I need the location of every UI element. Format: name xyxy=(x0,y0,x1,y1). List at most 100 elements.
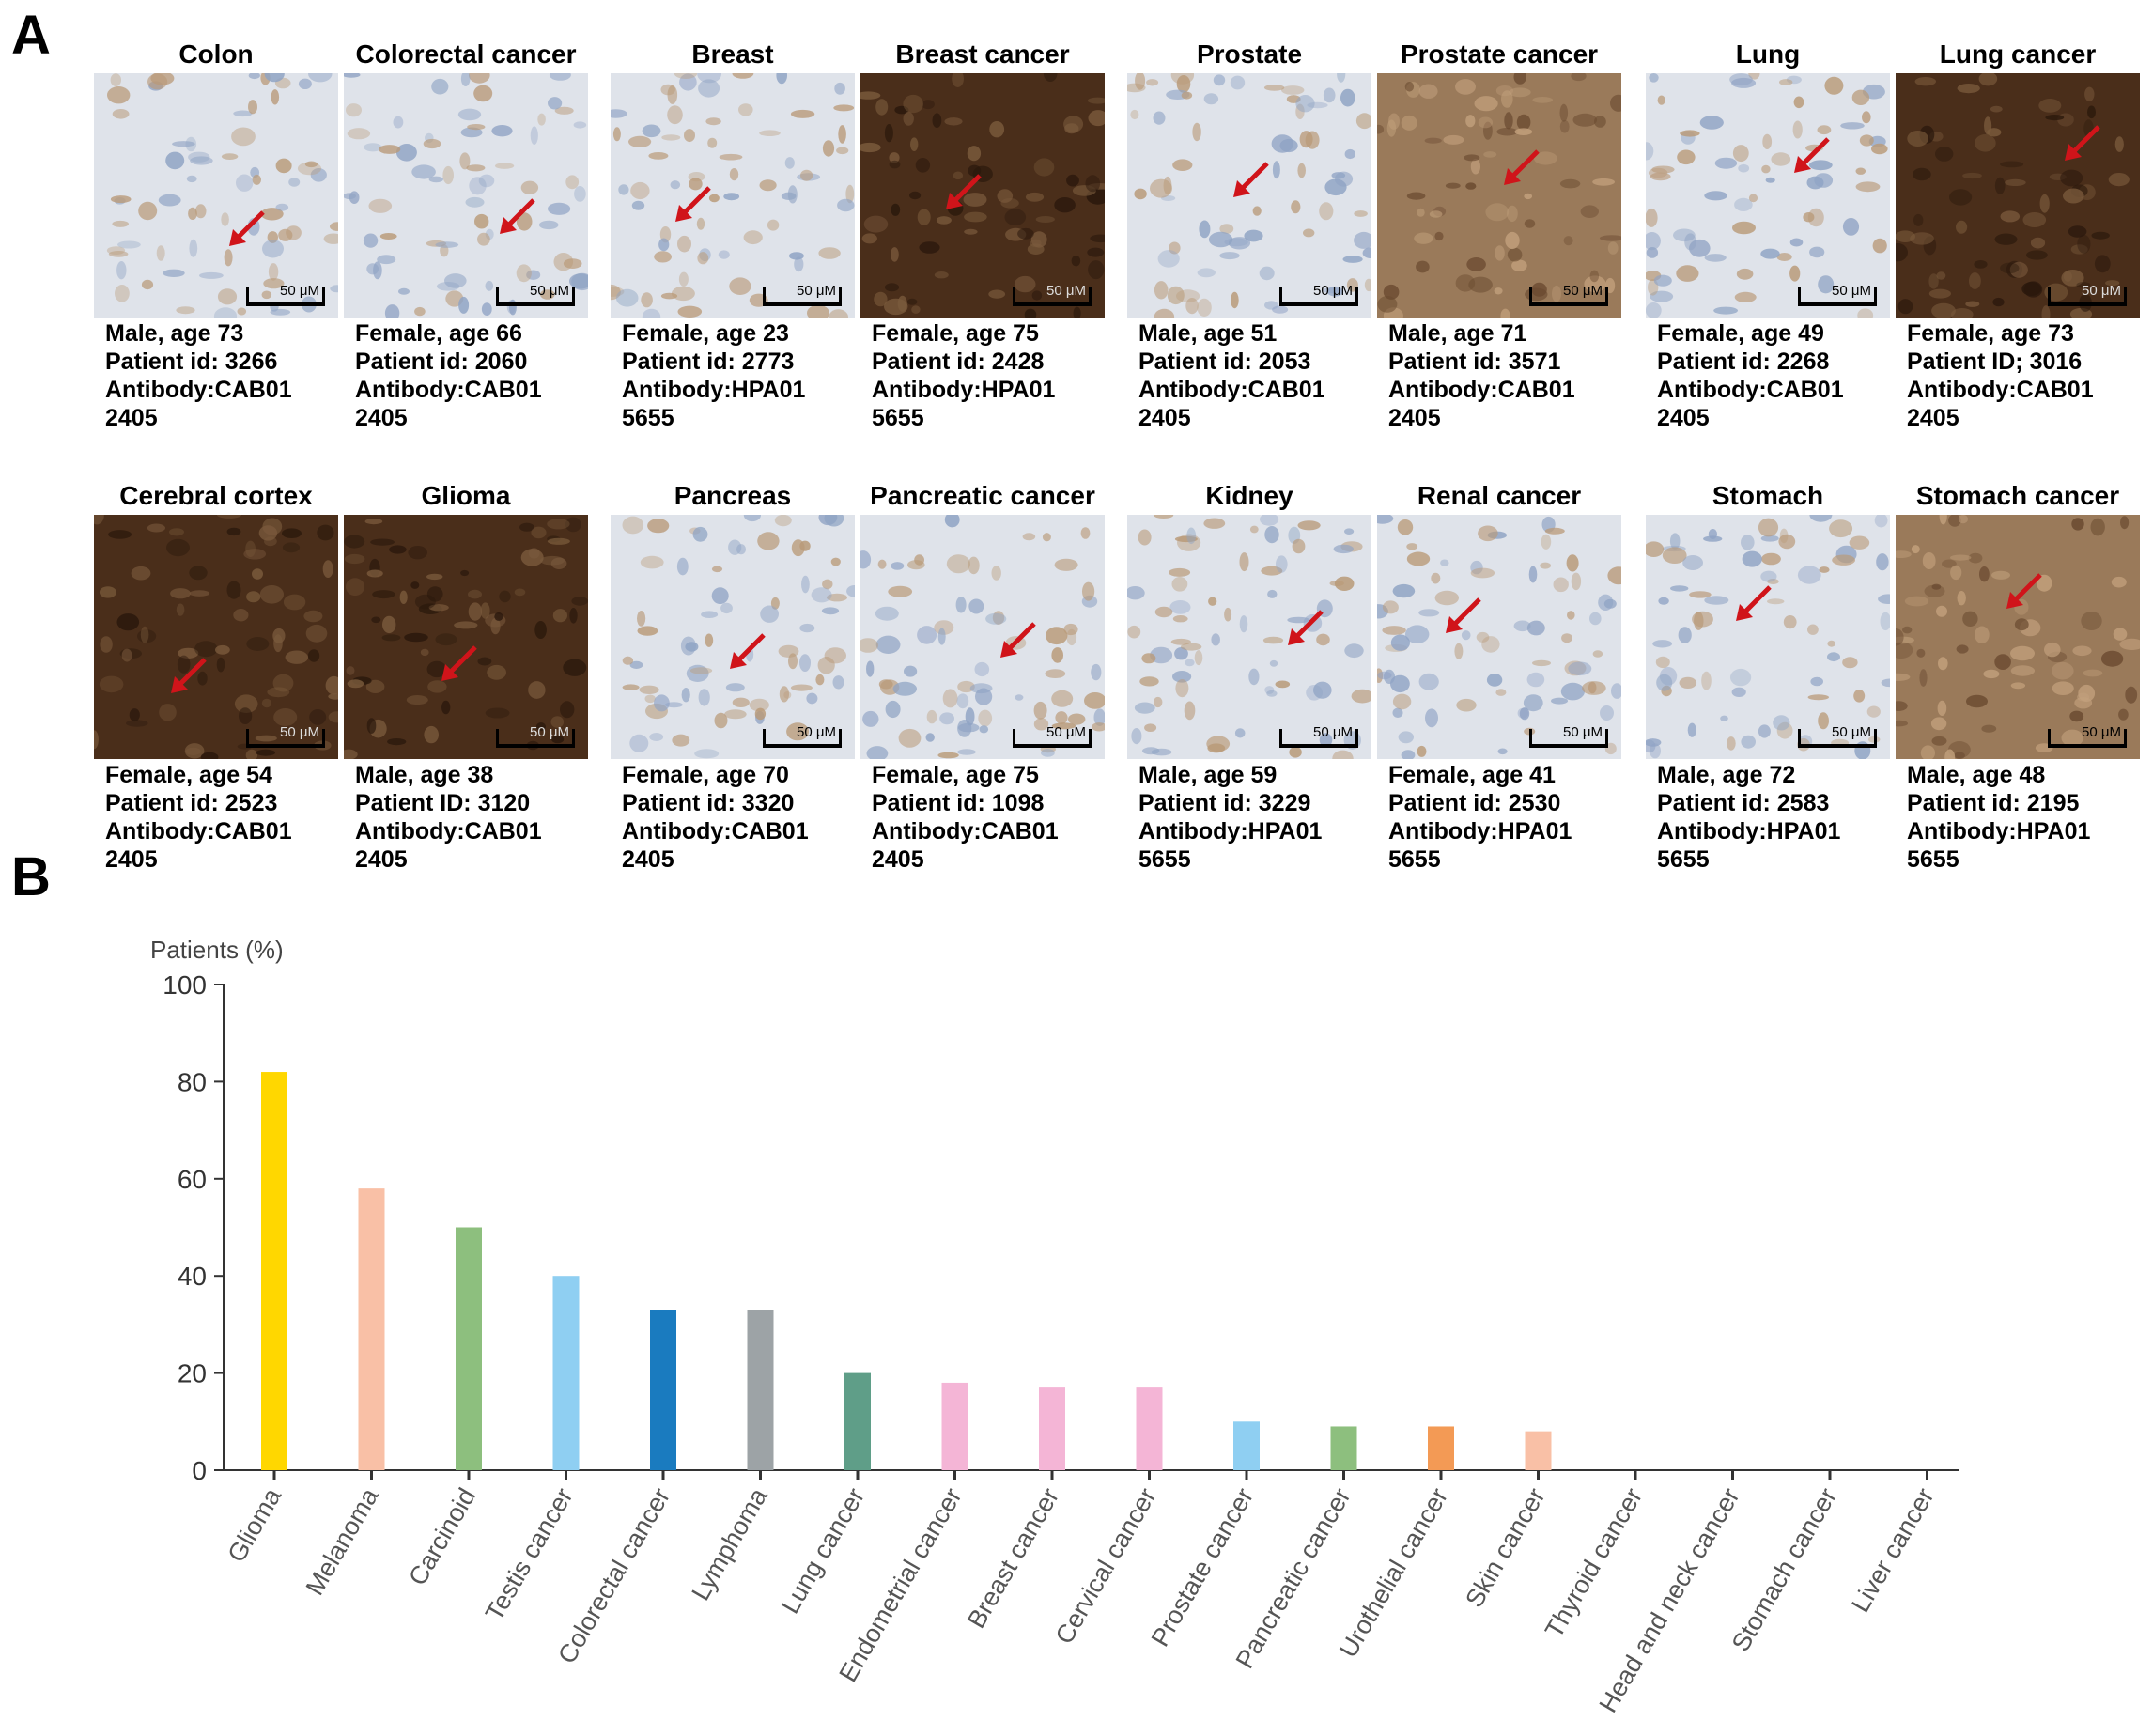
caption-line: Female, age 75 xyxy=(872,320,1039,347)
bar-endometrial-cancer xyxy=(941,1382,968,1470)
panel-label-b: B xyxy=(11,846,51,907)
caption-line: Female, age 75 xyxy=(872,762,1039,788)
patient-caption: Male, age 73 Patient id: 3266 Antibody:CAB… xyxy=(94,319,338,432)
y-tick-label: 40 xyxy=(178,1262,207,1291)
tissue-title: Colorectal cancer xyxy=(355,39,577,69)
tissue-title: Lung xyxy=(1735,39,1801,69)
tissue-micrograph: 50 μM xyxy=(94,73,338,318)
caption-line: Patient id: 3229 xyxy=(1138,790,1311,816)
red-arrow-icon xyxy=(171,658,207,694)
bar-colorectal-cancer xyxy=(650,1310,676,1470)
scale-bar-label: 50 μM xyxy=(280,283,319,299)
caption-line: Antibody:CAB01 xyxy=(1388,377,1575,403)
caption-line: Antibody:HPA01 xyxy=(1657,818,1841,845)
caption-line: Male, age 48 xyxy=(1907,762,2046,788)
y-tick-label: 20 xyxy=(178,1359,207,1388)
caption-line: Male, age 73 xyxy=(105,320,244,347)
tissue-title: Pancreatic cancer xyxy=(870,481,1095,510)
caption-line: Patient id: 2523 xyxy=(105,790,278,816)
tissue-texture xyxy=(1377,73,1621,318)
bar-prostate-cancer xyxy=(1233,1421,1260,1470)
tissue-micrograph: 50 μM xyxy=(611,73,855,318)
scale-bar xyxy=(763,729,842,748)
category-label: Testis cancer xyxy=(480,1483,579,1625)
y-axis-label: Patients (%) xyxy=(150,936,284,964)
red-arrow-icon xyxy=(500,197,536,234)
caption-line: 2405 xyxy=(1657,405,1710,431)
tissue-texture xyxy=(1646,515,1890,759)
caption-line: Patient id: 3320 xyxy=(622,790,795,816)
caption-line: Antibody:CAB01 xyxy=(1907,377,2094,403)
scale-bar xyxy=(1529,287,1608,306)
caption-line: 2405 xyxy=(355,405,408,431)
patient-caption: Female, age 66 Patient id: 2060 Antibody:C… xyxy=(344,319,588,432)
scale-bar-label: 50 μM xyxy=(530,283,569,299)
category-label: Colorectal cancer xyxy=(552,1483,675,1668)
scale-bar-label: 50 μM xyxy=(1046,724,1086,740)
category-label: Cervical cancer xyxy=(1050,1483,1162,1649)
caption-line: 2405 xyxy=(355,846,408,873)
bar-series xyxy=(261,1072,1552,1470)
tissue-micrograph: 50 μM xyxy=(1646,515,1890,759)
bar-pancreatic-cancer xyxy=(1330,1426,1357,1470)
scale-bar-label: 50 μM xyxy=(1563,283,1603,299)
caption-line: Antibody:CAB01 xyxy=(355,818,542,845)
tissue-tile: Pancreas 50 μM Female, age 70 Patient id: 3… xyxy=(611,477,855,874)
scale-bar-label: 50 μM xyxy=(1563,724,1603,740)
tissue-texture xyxy=(1377,515,1621,759)
caption-line: Male, age 72 xyxy=(1657,762,1796,788)
tissue-tile: Stomach cancer 50 μM Male, age 48 Patient i… xyxy=(1896,477,2140,874)
scale-bar-label: 50 μM xyxy=(1832,724,1871,740)
patient-caption: Female, age 54 Patient id: 2523 Antibody:C… xyxy=(94,761,338,874)
tissue-texture xyxy=(860,515,1105,759)
tissue-micrograph: 50 μM xyxy=(1896,515,2140,759)
scale-bar xyxy=(763,287,842,306)
scale-bar xyxy=(1013,729,1092,748)
tissue-tile: Prostate cancer 50 μM Male, age 71 Patient … xyxy=(1377,36,1621,432)
caption-line: 2405 xyxy=(622,846,674,873)
tissue-title: Kidney xyxy=(1205,481,1293,510)
caption-line: Male, age 71 xyxy=(1388,320,1527,347)
tissue-tile: Kidney 50 μM Male, age 59 Patient id: 3229 A… xyxy=(1127,477,1371,874)
caption-line: 2405 xyxy=(105,405,158,431)
tissue-texture xyxy=(1127,73,1371,318)
caption-line: Female, age 23 xyxy=(622,320,789,347)
scale-bar-label: 50 μM xyxy=(1313,724,1353,740)
tissue-title: Breast cancer xyxy=(895,39,1070,69)
caption-line: 2405 xyxy=(1907,405,1959,431)
category-label: Thyroid cancer xyxy=(1540,1483,1648,1643)
red-arrow-icon xyxy=(1446,597,1482,633)
scale-bar xyxy=(246,287,325,306)
red-arrow-icon xyxy=(999,621,1036,658)
scale-bar xyxy=(246,729,325,748)
tissue-tile: Colon 50 μM Male, age 73 Patient id: 3266 An… xyxy=(94,36,338,432)
caption-line: Patient id: 2583 xyxy=(1657,790,1830,816)
caption-line: Female, age 70 xyxy=(622,762,789,788)
caption-line: Antibody:CAB01 xyxy=(872,818,1059,845)
panel-label-a: A xyxy=(11,5,51,66)
red-arrow-icon xyxy=(2064,125,2100,162)
scale-bar xyxy=(1013,287,1092,306)
caption-line: Female, age 49 xyxy=(1657,320,1824,347)
tissue-title: Stomach xyxy=(1712,481,1824,510)
caption-line: Patient id: 1098 xyxy=(872,790,1045,816)
red-arrow-icon xyxy=(674,185,711,222)
tissue-tile: Pancreatic cancer 50 μM Female, age 75 Pati… xyxy=(860,477,1105,874)
tissue-tile: Breast 50 μM Female, age 23 Patient id: 277… xyxy=(611,36,855,432)
tissue-tile: Renal cancer 50 μM Female, age 41 Patient i… xyxy=(1377,477,1621,874)
scale-bar-label: 50 μM xyxy=(1313,283,1353,299)
tissue-title: Glioma xyxy=(421,481,511,510)
patient-caption: Female, age 75 Patient id: 2428 Antibody:H… xyxy=(860,319,1105,432)
tissue-texture xyxy=(1896,515,2140,759)
scale-bar-label: 50 μM xyxy=(530,724,569,740)
caption-line: Female, age 54 xyxy=(105,762,272,788)
caption-line: 2405 xyxy=(872,846,924,873)
tissue-micrograph: 50 μM xyxy=(1896,73,2140,318)
scale-bar xyxy=(1798,287,1877,306)
tissue-tile: Breast cancer 50 μM Female, age 75 Patient … xyxy=(860,36,1105,432)
tissue-title: Prostate xyxy=(1196,39,1303,69)
tissue-tile: Colorectal cancer 50 μM Female, age 66 Pati… xyxy=(344,36,588,432)
red-arrow-icon xyxy=(1735,585,1772,621)
bar-chart: Patients (%) 0 20 40 60 80 100 Glioma Melanoma… xyxy=(150,936,1959,1717)
bar-melanoma xyxy=(358,1188,385,1470)
